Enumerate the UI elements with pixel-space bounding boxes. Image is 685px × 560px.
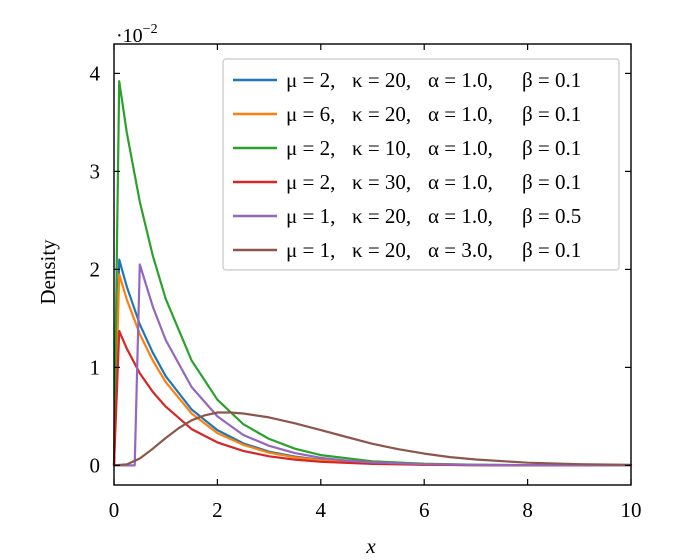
x-tick-label: 0 [109, 498, 120, 522]
x-tick-label: 4 [316, 498, 327, 522]
y-tick-label: 0 [90, 453, 101, 477]
y-tick-label: 3 [90, 159, 101, 183]
legend-label-4-kappa: κ = 30, [352, 170, 411, 194]
legend-label-1-kappa: κ = 20, [352, 68, 411, 92]
y-tick-label: 4 [90, 61, 101, 85]
legend-label-5-mu: μ = 1, [286, 204, 335, 228]
legend-label-6-alpha: α = 3.0, [428, 238, 493, 262]
y-axis-label: Density [36, 239, 60, 305]
legend-label-1-mu: μ = 2, [286, 68, 335, 92]
legend-label-3-kappa: κ = 10, [352, 136, 411, 160]
legend-label-6-mu: μ = 1, [286, 238, 335, 262]
legend-box [222, 58, 620, 271]
y-tick-label: 2 [90, 257, 101, 281]
legend-label-6-beta: β = 0.1 [522, 238, 581, 262]
y-multiplier-base: ·10 [116, 25, 143, 47]
legend-label-4-beta: β = 0.1 [522, 170, 581, 194]
series-line-1 [112, 258, 633, 467]
y-multiplier-label: ·10−2 [116, 22, 158, 47]
legend-label-3-beta: β = 0.1 [522, 136, 581, 160]
axis-ticks: 0 2 4 6 8 10 0 1 2 3 4 [90, 44, 642, 522]
legend-label-3-mu: μ = 2, [286, 136, 335, 160]
legend-label-6-kappa: κ = 20, [352, 238, 411, 262]
legend-label-5-alpha: α = 1.0, [428, 204, 493, 228]
legend-label-1-alpha: α = 1.0, [428, 68, 493, 92]
x-tick-label: 6 [419, 498, 430, 522]
x-axis-label: x [365, 534, 376, 558]
series-line-2 [112, 273, 633, 467]
legend-label-2-alpha: α = 1.0, [428, 102, 493, 126]
legend-label-5-kappa: κ = 20, [352, 204, 411, 228]
legend-label-4-alpha: α = 1.0, [428, 170, 493, 194]
x-tick-label: 10 [621, 498, 642, 522]
legend-label-2-beta: β = 0.1 [522, 102, 581, 126]
y-multiplier-exponent: −2 [143, 22, 158, 37]
x-tick-label: 2 [212, 498, 223, 522]
legend: μ = 2, κ = 20, α = 1.0, β = 0.1 μ = 6, κ = 20… [222, 58, 620, 271]
legend-label-2-mu: μ = 6, [286, 102, 335, 126]
legend-label-3-alpha: α = 1.0, [428, 136, 493, 160]
plot-lines [112, 80, 633, 467]
legend-label-4-mu: μ = 2, [286, 170, 335, 194]
y-tick-label: 1 [90, 355, 101, 379]
legend-label-5-beta: β = 0.5 [522, 204, 581, 228]
x-tick-label: 8 [522, 498, 533, 522]
series-line-6 [112, 411, 633, 467]
series-line-4 [112, 330, 633, 467]
series-line-5 [112, 263, 633, 467]
legend-label-1-beta: β = 0.1 [522, 68, 581, 92]
legend-label-2-kappa: κ = 20, [352, 102, 411, 126]
plot-frame [113, 43, 632, 486]
